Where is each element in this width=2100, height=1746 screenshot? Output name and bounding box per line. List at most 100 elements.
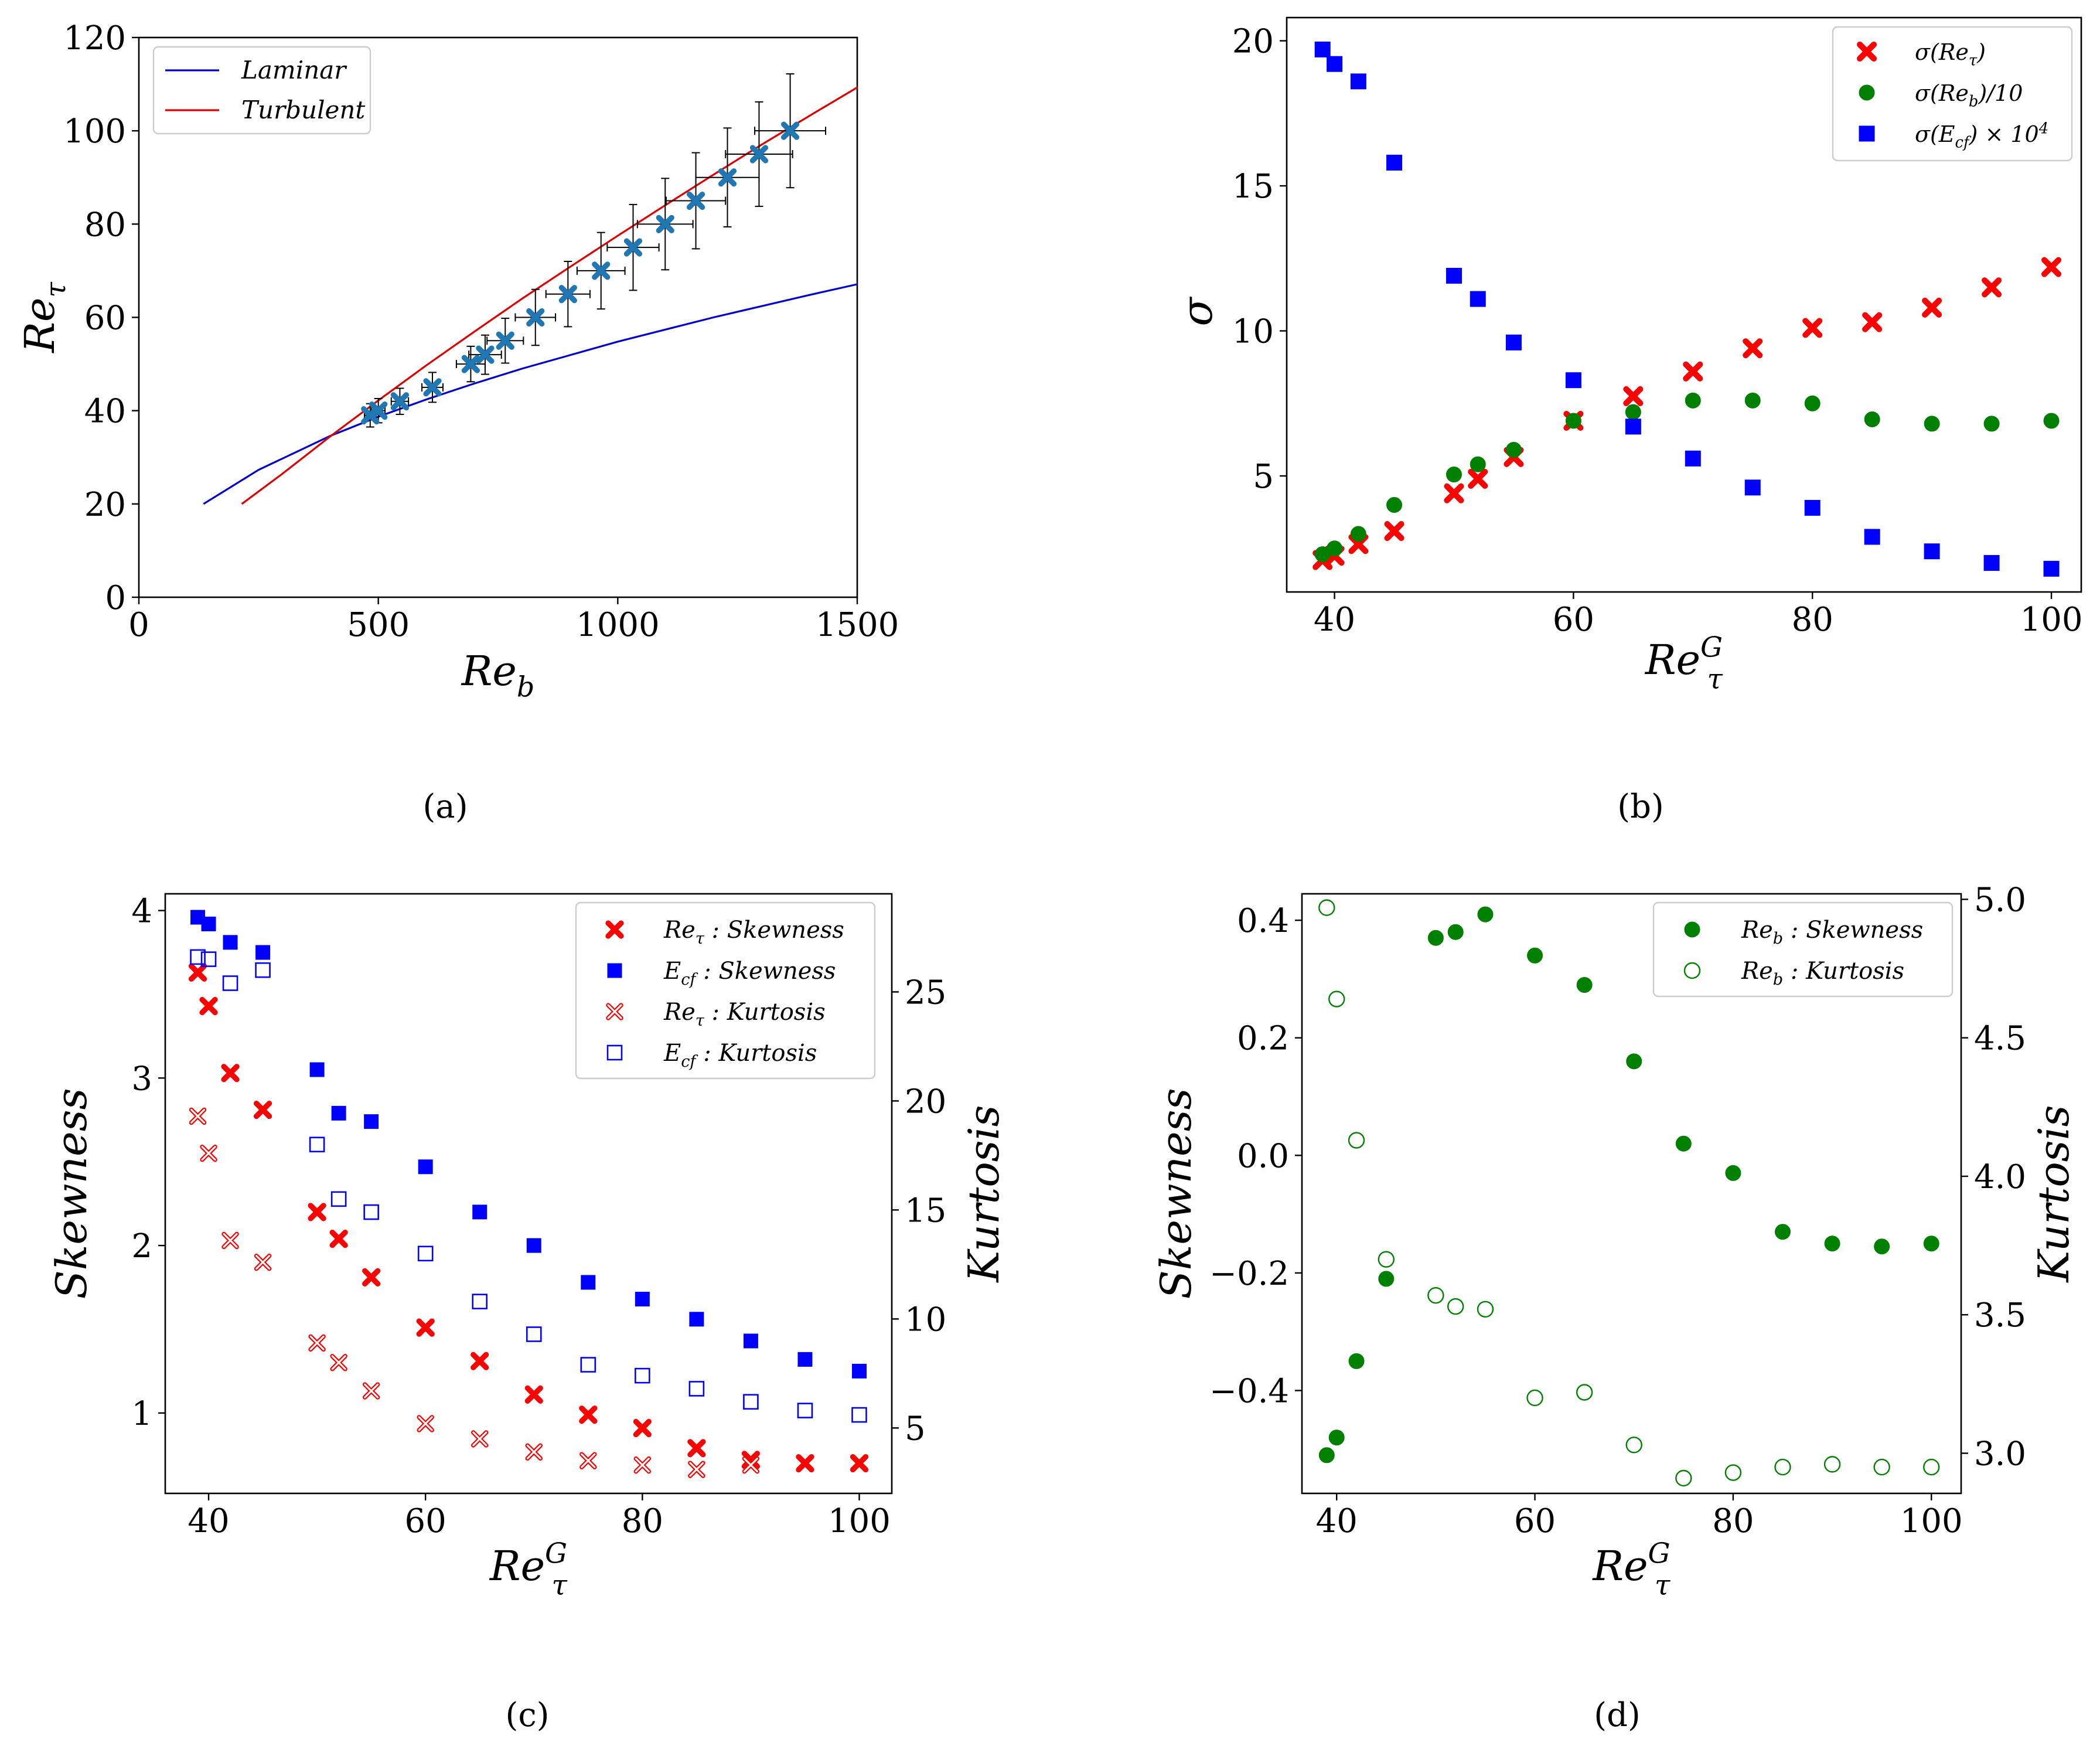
point-circle: [1864, 411, 1880, 428]
legend-marker: [1859, 125, 1875, 142]
x-tick-label: 40: [1316, 1502, 1358, 1540]
point-circle-open: [1675, 1469, 1692, 1487]
point-circle: [1804, 395, 1821, 411]
x-axis-label-text: Reb: [461, 647, 535, 704]
x-axis-label: ReG τ: [1644, 632, 1723, 696]
y-tick-label: 100: [63, 113, 126, 151]
legend-frame: [1652, 901, 1954, 998]
y-tick-label: 1: [131, 1395, 152, 1433]
y2-tick-label: 5.0: [1974, 881, 2026, 919]
y2-tick-label: 4.0: [1974, 1158, 2026, 1196]
point-circle: [1477, 906, 1494, 923]
y-tick-label: 15: [1232, 168, 1274, 206]
point-x: [1743, 338, 1763, 359]
point-circle: [1685, 392, 1701, 409]
x-tick-label: 80: [622, 1502, 663, 1540]
point-x: [1922, 297, 1942, 318]
point-square: [635, 1292, 650, 1307]
point-circle-open: [1823, 1456, 1841, 1473]
y2-tick-label: 4.5: [1974, 1020, 2026, 1058]
point-x: [850, 1454, 869, 1473]
legend-label: Reτ : Kurtosis: [663, 999, 826, 1030]
point-square: [331, 1105, 346, 1121]
point-x: [1468, 468, 1488, 489]
y2-tick-label: 3.5: [1974, 1296, 2026, 1335]
y-tick-label: 2: [131, 1227, 152, 1265]
point-x-open-hollow: [309, 1335, 325, 1350]
chart-c: 40 60 80 100 1 2 3 4 5 10 15 20 25 ReG τ Skewness Kurtos…: [47, 893, 1008, 1734]
point-square: [1446, 268, 1462, 284]
point-circle: [1470, 456, 1486, 472]
data-point: [390, 392, 410, 411]
caption-c: (c): [505, 1696, 549, 1734]
axes-frame: [1286, 16, 2082, 593]
legend-label-turbulent: Turbulent: [241, 96, 365, 124]
point-square-open: [417, 1245, 434, 1262]
point-square-open: [200, 951, 217, 967]
point-square: [223, 935, 238, 950]
point-square: [472, 1204, 488, 1220]
point-x: [221, 1064, 240, 1083]
legend-marker-hollow: [607, 1004, 622, 1019]
point-circle: [1328, 1430, 1345, 1446]
chart-b: 40 60 80 100 5 10 15 20 ReG τ σ σ(Reτ) σ(Reb)/10 σ(Ec…: [1172, 16, 2082, 826]
point-circle: [1625, 404, 1641, 420]
legend-frame: [1832, 26, 2073, 162]
data-point: [461, 355, 480, 373]
point-x-open-hollow: [190, 1108, 206, 1124]
point-square-open: [472, 1294, 488, 1309]
point-circle: [1447, 924, 1464, 940]
chart-d: 40 60 80 100 −0.4 −0.2 0.0 0.2 0.4 3.0 3.5 4.0 4.5 5.…: [1151, 881, 2078, 1734]
point-square: [1983, 555, 2000, 571]
point-x: [687, 1439, 706, 1458]
data-point: [592, 261, 611, 280]
point-circle: [2043, 413, 2060, 429]
point-circle-open: [1447, 1298, 1464, 1315]
data-point: [369, 401, 388, 420]
point-x: [633, 1418, 652, 1438]
point-x: [308, 1203, 326, 1221]
y-tick-label: 5: [1253, 458, 1274, 496]
point-square: [851, 1363, 867, 1379]
point-square: [1924, 543, 1940, 560]
point-circle-open: [1774, 1458, 1791, 1476]
point-x: [362, 1268, 381, 1286]
chart-a: 0 500 1000 1500 0 20 40 60 80 100 120 Reb Reτ Laminar…: [16, 19, 899, 826]
x-tick-label: 1000: [576, 606, 660, 644]
data-point: [718, 168, 737, 187]
point-circle-open: [1328, 991, 1345, 1008]
point-x: [741, 1451, 761, 1469]
y-axis-label: σ: [1172, 297, 1222, 326]
point-square: [1804, 499, 1821, 516]
legend-frame: [152, 46, 371, 135]
point-square: [1350, 73, 1366, 90]
point-circle: [1675, 1135, 1692, 1152]
legend-marker: [607, 963, 622, 978]
x-tick-label: 40: [188, 1502, 229, 1540]
legend-marker: [1683, 962, 1701, 979]
point-x-open-hollow: [223, 1233, 238, 1248]
data-point: [558, 285, 577, 304]
x-tick-label: 60: [1553, 601, 1594, 639]
point-circle: [1576, 976, 1593, 993]
point-circle: [1348, 1353, 1365, 1369]
y2-axis-label: Kurtosis: [959, 1105, 1008, 1283]
x-tick-label: 60: [1514, 1502, 1556, 1540]
point-x: [579, 1405, 598, 1424]
x-axis-label-text: ReG τ: [1591, 1538, 1671, 1602]
data-point: [780, 121, 800, 140]
point-circle: [1318, 1447, 1335, 1463]
point-square: [1744, 479, 1761, 496]
point-x-open-hollow: [743, 1458, 758, 1473]
point-circle: [1527, 947, 1543, 964]
caption-d: (d): [1594, 1696, 1641, 1734]
point-square-open: [635, 1367, 650, 1384]
x-tick-label: 80: [1712, 1502, 1754, 1540]
point-x: [188, 963, 207, 982]
point-circle-open: [1873, 1458, 1890, 1476]
point-x: [796, 1454, 814, 1473]
legend-marker: [1684, 921, 1700, 938]
point-circle: [1725, 1165, 1741, 1181]
legend-marker: [1856, 41, 1877, 62]
